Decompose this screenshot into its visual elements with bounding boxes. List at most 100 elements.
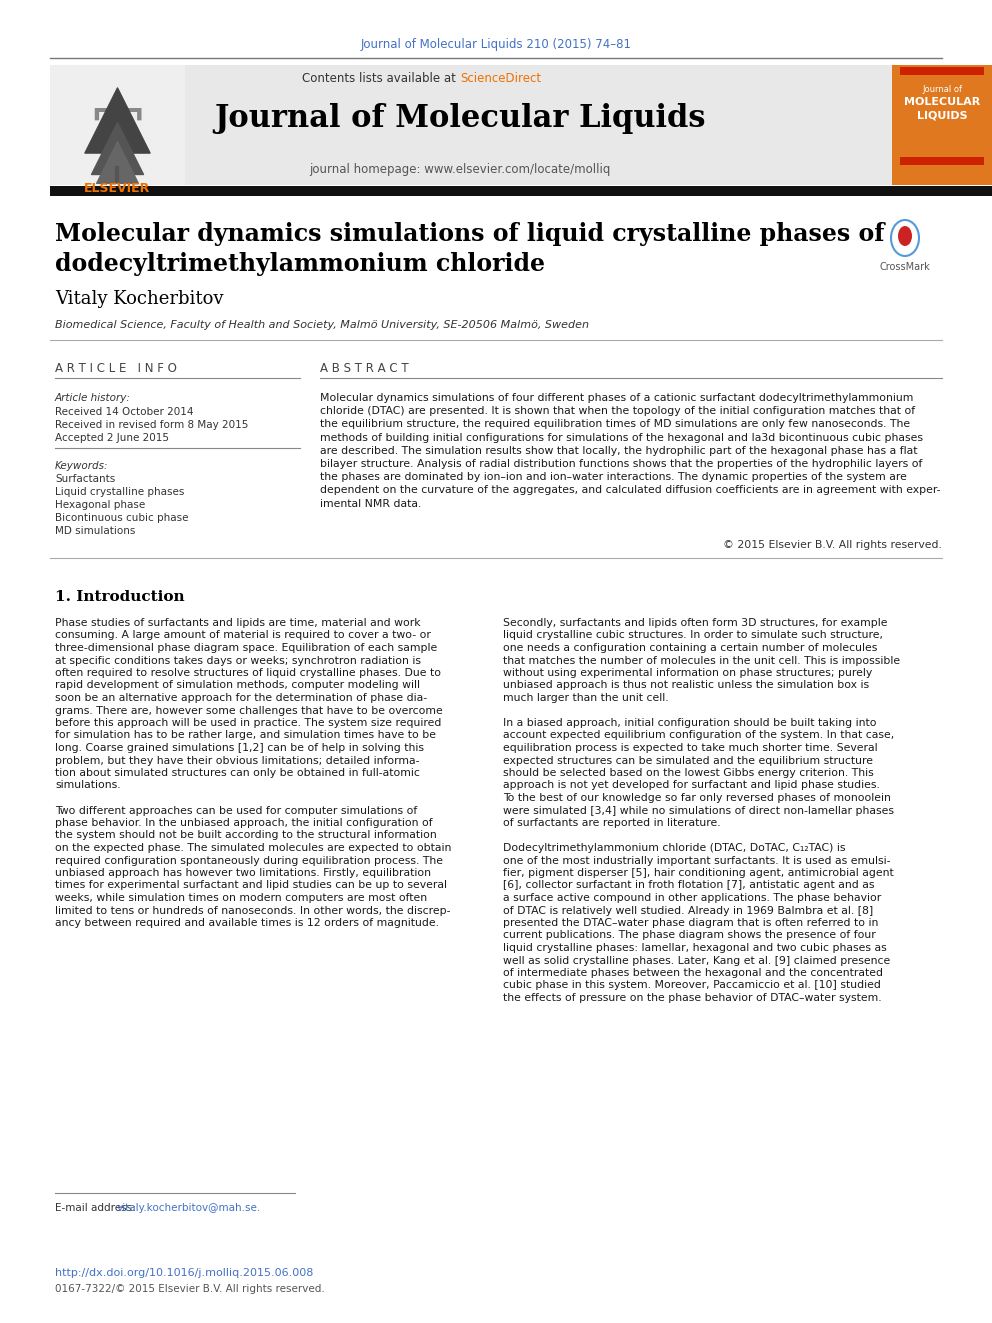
Text: Journal of: Journal of [922,85,962,94]
Text: ancy between required and available times is 12 orders of magnitude.: ancy between required and available time… [55,918,439,927]
Text: limited to tens or hundreds of nanoseconds. In other words, the discrep-: limited to tens or hundreds of nanosecon… [55,905,450,916]
Text: Contents lists available at: Contents lists available at [303,71,460,85]
Text: presented the DTAC–water phase diagram that is often referred to in: presented the DTAC–water phase diagram t… [503,918,878,927]
Text: of DTAC is relatively well studied. Already in 1969 Balmbra et al. [8]: of DTAC is relatively well studied. Alre… [503,905,873,916]
Text: of intermediate phases between the hexagonal and the concentrated: of intermediate phases between the hexag… [503,968,883,978]
Text: times for experimental surfactant and lipid studies can be up to several: times for experimental surfactant and li… [55,881,447,890]
Text: the effects of pressure on the phase behavior of DTAC–water system.: the effects of pressure on the phase beh… [503,994,882,1003]
Text: 1. Introduction: 1. Introduction [55,590,185,605]
Text: before this approach will be used in practice. The system size required: before this approach will be used in pra… [55,718,441,728]
Point [109,138,125,159]
Text: the system should not be built according to the structural information: the system should not be built according… [55,831,436,840]
Text: T: T [93,105,141,176]
Text: three-dimensional phase diagram space. Equilibration of each sample: three-dimensional phase diagram space. E… [55,643,437,654]
Text: A B S T R A C T: A B S T R A C T [320,363,409,374]
Bar [892,65,992,185]
Ellipse shape [891,220,919,255]
Text: at specific conditions takes days or weeks; synchrotron radiation is: at specific conditions takes days or wee… [55,655,421,665]
Text: vitaly.kocherbitov@mah.se.: vitaly.kocherbitov@mah.se. [117,1203,261,1213]
Bar [50,65,892,185]
Text: Journal of Molecular Liquids 210 (2015) 74–81: Journal of Molecular Liquids 210 (2015) … [360,38,632,52]
Text: that matches the number of molecules in the unit cell. This is impossible: that matches the number of molecules in … [503,655,900,665]
Text: the phases are dominated by ion–ion and ion–water interactions. The dynamic prop: the phases are dominated by ion–ion and … [320,472,907,482]
Text: Vitaly Kocherbitov: Vitaly Kocherbitov [55,290,223,308]
Text: of surfactants are reported in literature.: of surfactants are reported in literatur… [503,818,720,828]
Polygon shape [898,246,912,254]
Text: soon be an alternative approach for the determination of phase dia-: soon be an alternative approach for the … [55,693,428,703]
Text: current publications. The phase diagram shows the presence of four: current publications. The phase diagram … [503,930,876,941]
Text: Accepted 2 June 2015: Accepted 2 June 2015 [55,433,169,443]
Text: phase behavior. In the unbiased approach, the initial configuration of: phase behavior. In the unbiased approach… [55,818,433,828]
Text: MOLECULAR: MOLECULAR [904,97,980,107]
Text: much larger than the unit cell.: much larger than the unit cell. [503,693,669,703]
Text: unbiased approach has however two limitations. Firstly, equilibration: unbiased approach has however two limita… [55,868,431,878]
Text: required configuration spontaneously during equilibration process. The: required configuration spontaneously dur… [55,856,443,865]
Text: Molecular dynamics simulations of liquid crystalline phases of: Molecular dynamics simulations of liquid… [55,222,885,246]
Text: often required to resolve structures of liquid crystalline phases. Due to: often required to resolve structures of … [55,668,441,677]
Text: dodecyltrimethylammonium chloride: dodecyltrimethylammonium chloride [55,251,545,277]
Text: one needs a configuration containing a certain number of molecules: one needs a configuration containing a c… [503,643,877,654]
Text: unbiased approach is thus not realistic unless the simulation box is: unbiased approach is thus not realistic … [503,680,869,691]
Text: Two different approaches can be used for computer simulations of: Two different approaches can be used for… [55,806,418,815]
Text: on the expected phase. The simulated molecules are expected to obtain: on the expected phase. The simulated mol… [55,843,451,853]
Text: A R T I C L E   I N F O: A R T I C L E I N F O [55,363,177,374]
Text: ELSEVIER: ELSEVIER [84,183,150,194]
Text: dependent on the curvature of the aggregates, and calculated diffusion coefficie: dependent on the curvature of the aggreg… [320,486,940,495]
Text: Hexagonal phase: Hexagonal phase [55,500,145,509]
Text: Bicontinuous cubic phase: Bicontinuous cubic phase [55,513,188,523]
Text: E-mail address:: E-mail address: [55,1203,139,1213]
Text: equilibration process is expected to take much shorter time. Several: equilibration process is expected to tak… [503,744,878,753]
Text: should be selected based on the lowest Gibbs energy criterion. This: should be selected based on the lowest G… [503,767,874,778]
Text: rapid development of simulation methods, computer modeling will: rapid development of simulation methods,… [55,680,420,691]
Text: methods of building initial configurations for simulations of the hexagonal and : methods of building initial configuratio… [320,433,923,443]
Text: approach is not yet developed for surfactant and lipid phase studies.: approach is not yet developed for surfac… [503,781,880,791]
Text: To the best of our knowledge so far only reversed phases of monoolein: To the best of our knowledge so far only… [503,792,891,803]
Text: well as solid crystalline phases. Later, Kang et al. [9] claimed presence: well as solid crystalline phases. Later,… [503,955,890,966]
Text: problem, but they have their obvious limitations; detailed informa-: problem, but they have their obvious lim… [55,755,420,766]
Point [109,151,125,172]
Text: liquid crystalline cubic structures. In order to simulate such structure,: liquid crystalline cubic structures. In … [503,631,883,640]
Text: are described. The simulation results show that locally, the hydrophilic part of: are described. The simulation results sh… [320,446,918,456]
Text: a surface active compound in other applications. The phase behavior: a surface active compound in other appli… [503,893,881,904]
Text: Dodecyltrimethylammonium chloride (DTAC, DoTAC, C₁₂TAC) is: Dodecyltrimethylammonium chloride (DTAC,… [503,843,845,853]
Text: In a biased approach, initial configuration should be built taking into: In a biased approach, initial configurat… [503,718,877,728]
Text: liquid crystalline phases: lamellar, hexagonal and two cubic phases as: liquid crystalline phases: lamellar, hex… [503,943,887,953]
Text: Keywords:: Keywords: [55,460,108,471]
Bar [50,65,185,185]
Text: http://dx.doi.org/10.1016/j.molliq.2015.06.008: http://dx.doi.org/10.1016/j.molliq.2015.… [55,1267,313,1278]
Text: one of the most industrially important surfactants. It is used as emulsi-: one of the most industrially important s… [503,856,891,865]
Text: consuming. A large amount of material is required to cover a two- or: consuming. A large amount of material is… [55,631,431,640]
Text: tion about simulated structures can only be obtained in full-atomic: tion about simulated structures can only… [55,767,420,778]
Text: the equilibrium structure, the required equilibration times of MD simulations ar: the equilibrium structure, the required … [320,419,910,430]
Text: were simulated [3,4] while no simulations of direct non-lamellar phases: were simulated [3,4] while no simulation… [503,806,894,815]
Text: Secondly, surfactants and lipids often form 3D structures, for example: Secondly, surfactants and lipids often f… [503,618,888,628]
Text: Article history:: Article history: [55,393,131,404]
Point [109,110,125,131]
Text: bilayer structure. Analysis of radial distribution functions shows that the prop: bilayer structure. Analysis of radial di… [320,459,923,468]
Text: without using experimental information on phase structures; purely: without using experimental information o… [503,668,872,677]
Text: Received 14 October 2014: Received 14 October 2014 [55,407,193,417]
Text: account expected equilibrium configuration of the system. In that case,: account expected equilibrium configurati… [503,730,894,741]
Text: expected structures can be simulated and the equilibrium structure: expected structures can be simulated and… [503,755,873,766]
Text: journal homepage: www.elsevier.com/locate/molliq: journal homepage: www.elsevier.com/locat… [310,163,611,176]
Text: CrossMark: CrossMark [880,262,930,273]
Text: grams. There are, however some challenges that have to be overcome: grams. There are, however some challenge… [55,705,442,716]
Text: Surfactants: Surfactants [55,474,115,484]
Text: Molecular dynamics simulations of four different phases of a cationic surfactant: Molecular dynamics simulations of four d… [320,393,914,404]
Text: weeks, while simulation times on modern computers are most often: weeks, while simulation times on modern … [55,893,428,904]
Text: Biomedical Science, Faculty of Health and Society, Malmö University, SE-20506 Ma: Biomedical Science, Faculty of Health an… [55,320,589,329]
Text: Phase studies of surfactants and lipids are time, material and work: Phase studies of surfactants and lipids … [55,618,421,628]
Text: long. Coarse grained simulations [1,2] can be of help in solving this: long. Coarse grained simulations [1,2] c… [55,744,424,753]
Text: imental NMR data.: imental NMR data. [320,499,422,508]
Ellipse shape [898,226,912,246]
Text: cubic phase in this system. Moreover, Paccamiccio et al. [10] studied: cubic phase in this system. Moreover, Pa… [503,980,881,991]
Text: Received in revised form 8 May 2015: Received in revised form 8 May 2015 [55,419,248,430]
Text: MD simulations: MD simulations [55,527,135,536]
Text: Journal of Molecular Liquids: Journal of Molecular Liquids [214,103,705,134]
Text: simulations.: simulations. [55,781,121,791]
Text: for simulation has to be rather large, and simulation times have to be: for simulation has to be rather large, a… [55,730,436,741]
Text: 0167-7322/© 2015 Elsevier B.V. All rights reserved.: 0167-7322/© 2015 Elsevier B.V. All right… [55,1285,324,1294]
Text: [6], collector surfactant in froth flotation [7], antistatic agent and as: [6], collector surfactant in froth flota… [503,881,875,890]
Text: fier, pigment disperser [5], hair conditioning agent, antimicrobial agent: fier, pigment disperser [5], hair condit… [503,868,894,878]
Text: chloride (DTAC) are presented. It is shown that when the topology of the initial: chloride (DTAC) are presented. It is sho… [320,406,916,417]
